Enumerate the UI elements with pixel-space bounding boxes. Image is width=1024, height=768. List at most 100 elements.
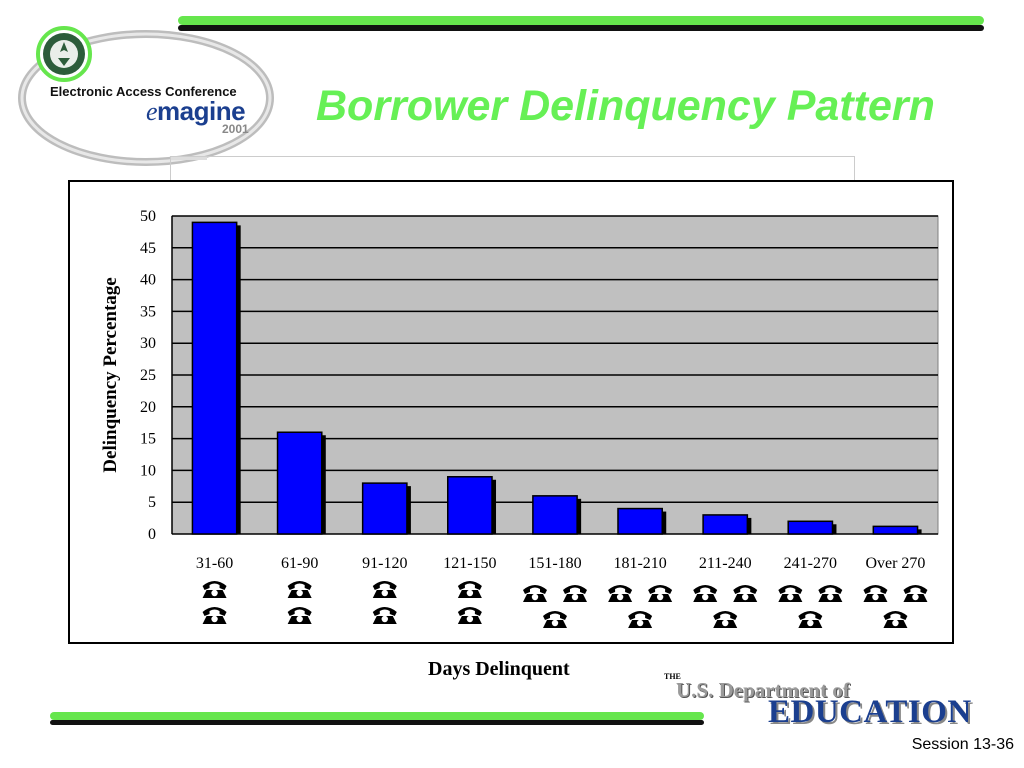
x-tick-label: 151-180: [528, 555, 581, 572]
chart-container: Delinquency Percentage 0 5 10 15 20 25 30 35 40 4…: [68, 180, 954, 644]
x-tick-label: 91-120: [362, 555, 407, 572]
bottom-bar-black-stripe: [50, 720, 704, 725]
phone-handset: [372, 581, 397, 590]
phone-dial: [551, 619, 559, 627]
phone-dial: [827, 593, 834, 601]
conference-name: Electronic Access Conference: [50, 84, 237, 99]
y-axis-label: Delinquency Percentage: [100, 277, 121, 472]
y-tick-label: 25: [140, 367, 156, 384]
phone-dial: [872, 593, 879, 601]
logo-education: EDUCATION: [768, 694, 972, 730]
phone-icon: [648, 585, 673, 602]
phone-icon: [733, 585, 758, 602]
phone-handset: [693, 585, 718, 594]
bar: [872, 525, 919, 535]
phone-handset: [372, 607, 397, 616]
phone-dial: [296, 589, 303, 597]
bar: [702, 514, 749, 535]
slide-title: Borrower Delinquency Pattern: [316, 82, 935, 130]
conference-logo: Electronic Access Conference emagine 200…: [16, 22, 286, 172]
phone-dial: [787, 593, 794, 601]
phone-dial: [531, 593, 539, 601]
phone-handset: [733, 585, 758, 594]
phone-dial: [616, 593, 624, 601]
phone-icon: [608, 585, 633, 602]
x-tick-labels: 31-60 61-90 91-120 121-150 151-180 181-210 211…: [196, 555, 926, 572]
top-bar-black-stripe: [178, 25, 984, 31]
x-tick-label: 181-210: [613, 555, 666, 572]
phone-dial: [702, 593, 709, 601]
phone-handset: [457, 581, 482, 590]
bar: [532, 495, 578, 535]
conference-logo-swoosh: [18, 26, 274, 166]
phone-handset: [523, 585, 547, 594]
x-tick-label: Over 270: [865, 555, 925, 572]
phone-handset: [713, 611, 738, 620]
phone-handset: [608, 585, 633, 594]
brand-rest: magine: [157, 96, 246, 126]
phone-dial: [722, 619, 729, 627]
phone-icon: [543, 611, 567, 628]
bar: [787, 520, 834, 535]
x-tick-label: 61-90: [281, 555, 318, 572]
bar: [276, 431, 323, 535]
phone-handset: [863, 585, 888, 594]
phone-dial: [381, 615, 388, 623]
session-number: Session 13-36: [911, 736, 1014, 753]
phone-dial: [636, 619, 644, 627]
y-tick-label: 50: [140, 208, 156, 225]
phone-icon: [863, 585, 888, 602]
phone-icons: [202, 581, 928, 628]
phone-dial: [296, 615, 303, 623]
x-tick-label: 241-270: [784, 555, 837, 572]
bar: [191, 221, 238, 535]
phone-icon: [818, 585, 843, 602]
phone-icon: [563, 585, 587, 602]
conference-brand: emagine: [146, 96, 246, 127]
y-tick-label: 20: [140, 399, 156, 416]
bottom-decorative-bar: [50, 712, 704, 728]
brand-prefix: e: [146, 97, 158, 126]
phone-handset: [903, 585, 928, 594]
phone-icon: [903, 585, 928, 602]
phone-handset: [883, 611, 908, 620]
phone-dial: [381, 589, 388, 597]
phone-handset: [628, 611, 653, 620]
x-axis-label: Days Delinquent: [428, 658, 570, 680]
conference-year: 2001: [222, 122, 249, 136]
y-tick-label: 40: [140, 272, 156, 289]
phone-icon: [798, 611, 823, 628]
bar: [447, 476, 493, 535]
phone-handset: [202, 581, 227, 590]
y-axis-label-group: Delinquency Percentage: [100, 277, 121, 472]
phone-icon: [713, 611, 738, 628]
phone-dial: [892, 619, 899, 627]
phone-icon: [693, 585, 718, 602]
bars: [191, 221, 922, 535]
bar-chart: Delinquency Percentage 0 5 10 15 20 25 30 35 40 4…: [100, 208, 939, 628]
y-tick-labels: 0 5 10 15 20 25 30 35 40 45 50: [140, 208, 156, 543]
phone-handset: [457, 607, 482, 616]
embedded-object-marker: [171, 157, 207, 160]
bottom-bar-green-stripe: [50, 712, 704, 720]
phone-handset: [287, 581, 312, 590]
phone-dial: [656, 593, 664, 601]
phone-icon: [202, 607, 227, 624]
phone-icon: [523, 585, 547, 602]
phone-handset: [543, 611, 567, 620]
x-tick-label: 31-60: [196, 555, 233, 572]
embedded-object-frame: [170, 156, 855, 187]
phone-handset: [818, 585, 843, 594]
phone-icon: [628, 611, 653, 628]
y-tick-label: 35: [140, 303, 156, 320]
bar: [617, 507, 663, 535]
phone-icon: [372, 607, 397, 624]
y-tick-label: 30: [140, 335, 156, 352]
y-tick-label: 45: [140, 240, 156, 257]
phone-dial: [571, 593, 579, 601]
phone-handset: [202, 607, 227, 616]
phone-icon: [457, 607, 482, 624]
phone-handset: [778, 585, 803, 594]
phone-icon: [778, 585, 803, 602]
phone-handset: [287, 607, 312, 616]
